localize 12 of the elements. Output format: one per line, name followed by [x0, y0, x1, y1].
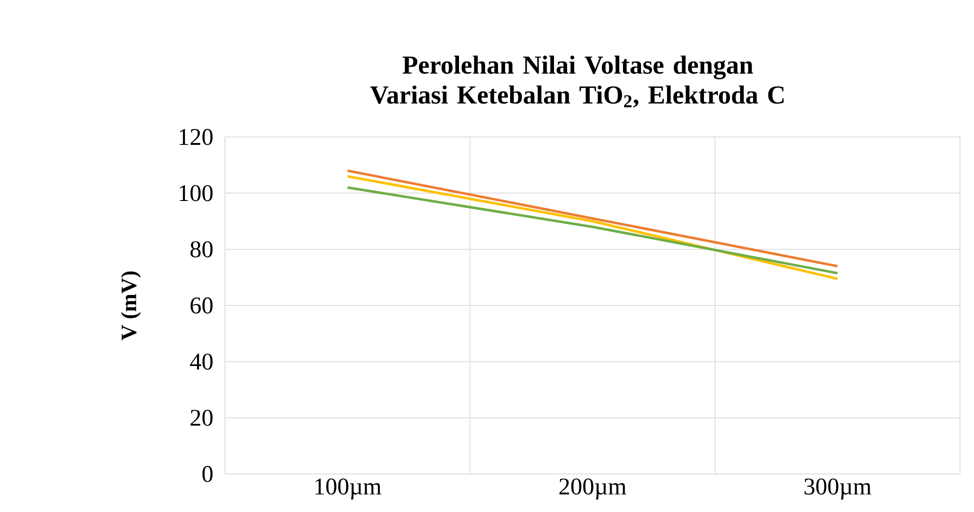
y-tick-label: 60: [190, 297, 213, 314]
y-axis-title: V (mV): [120, 271, 141, 340]
y-tick-label: 100: [180, 185, 213, 202]
x-tick-label: 300µm: [804, 478, 872, 500]
y-tick-label: 20: [190, 410, 213, 426]
y-tick-label: 80: [190, 241, 213, 258]
y-tick-label: 0: [202, 466, 213, 482]
x-tick-label: 100µm: [315, 478, 382, 500]
chart-title: Perolehan Nilai Voltase dengan Variasi Ketebalan TiO$_{2}$, Elektroda C: [370, 56, 784, 108]
x-tick-label: 200µm: [559, 478, 626, 500]
y-tick-label: 40: [190, 354, 213, 370]
y-tick-label: 120: [180, 128, 213, 146]
